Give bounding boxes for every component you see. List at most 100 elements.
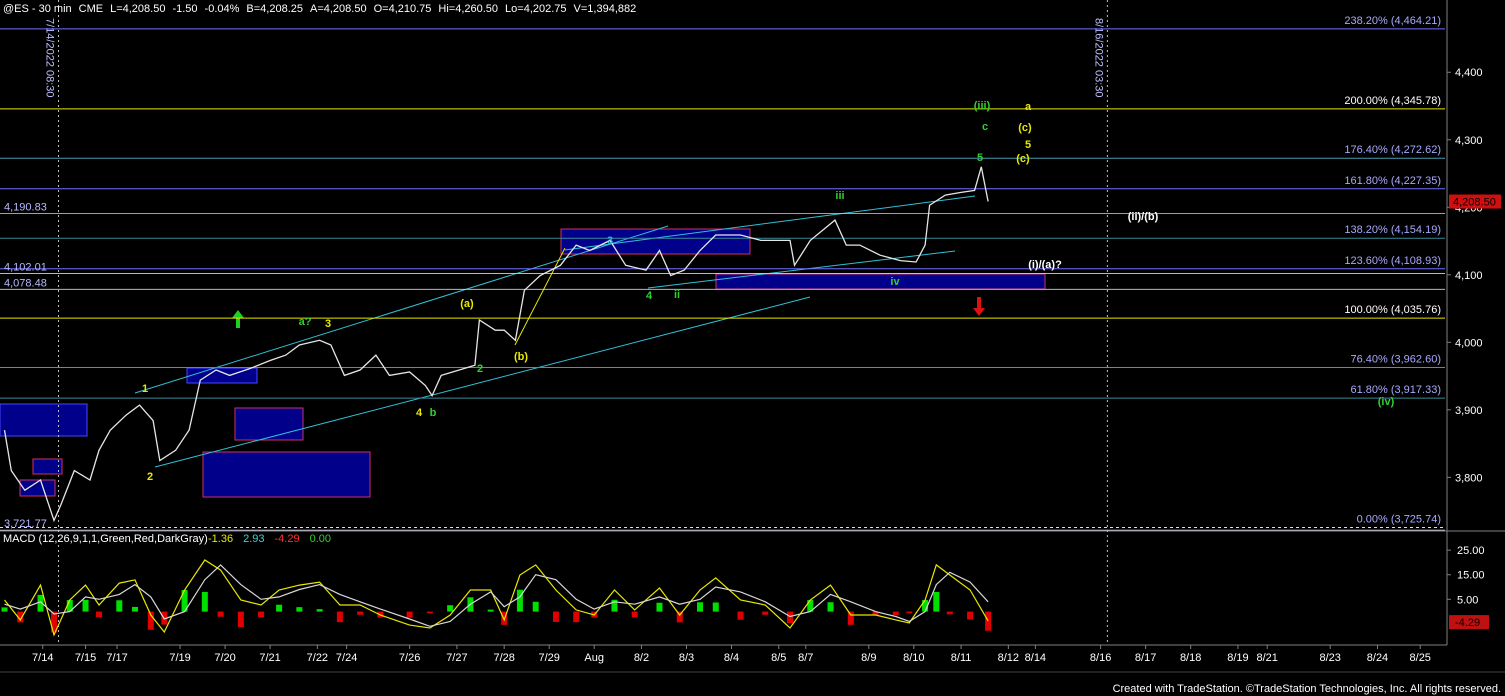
macd-histogram-bar <box>872 611 879 616</box>
x-tick-label: 8/12 <box>998 652 1019 664</box>
wave-label: 3 <box>607 235 613 247</box>
quote-field: V=1,394,882 <box>573 3 637 15</box>
wave-label: 4 <box>416 407 423 419</box>
macd-histogram-bar <box>51 611 58 633</box>
trend-channels <box>134 195 976 468</box>
macd-histogram-bar <box>762 611 769 615</box>
price-line <box>3 166 989 523</box>
wave-label: iv <box>890 276 900 288</box>
macd-histogram-bar <box>787 611 794 624</box>
wave-label: (b) <box>514 351 528 363</box>
quote-field: B=4,208.25 <box>246 3 303 15</box>
macd-y-tick-label: 15.00 <box>1457 570 1485 582</box>
fib-level-label: 100.00% (4,035.76) <box>1344 304 1441 316</box>
macd-histogram-bar <box>827 602 834 612</box>
fib-level-label: 161.80% (4,227.35) <box>1344 175 1441 187</box>
x-tick-label: 8/14 <box>1025 652 1046 664</box>
quote-field: Hi=4,260.50 <box>438 3 499 15</box>
macd-histogram-bar <box>807 600 814 612</box>
x-tick-label: 8/9 <box>861 652 876 664</box>
price-level-label: 3,721.77 <box>4 518 47 530</box>
macd-histogram-bar <box>258 611 265 618</box>
macd-histogram-bar <box>532 601 539 612</box>
x-tick-label: 8/10 <box>903 652 924 664</box>
x-tick-label: 8/19 <box>1227 652 1248 664</box>
x-tick-label: 8/16 <box>1090 652 1111 664</box>
wave-label: (c) <box>1016 153 1030 165</box>
macd-line <box>4 559 989 637</box>
x-tick-label: 8/23 <box>1319 652 1340 664</box>
zone-box <box>19 479 56 497</box>
quote-header: @ES - 30 min CME L=4,208.50 -1.50 -0.04% B=4,… <box>3 3 636 15</box>
wave-label: a <box>1025 101 1032 113</box>
macd-histogram-bar <box>316 609 323 612</box>
quote-field: @ES - 30 min <box>3 3 72 15</box>
macd-histogram-bar <box>737 611 744 620</box>
macd-histogram-bar <box>132 606 139 612</box>
macd-readout: 2.93 <box>243 533 264 545</box>
macd-histogram-bar <box>237 611 244 628</box>
wave-label: (a) <box>460 298 474 310</box>
y-tick-label: 4,000 <box>1455 337 1483 349</box>
macd-histogram-bar <box>933 591 940 612</box>
x-tick-label: 8/5 <box>771 652 786 664</box>
x-tick-label: 8/3 <box>679 652 694 664</box>
quote-field: O=4,210.75 <box>373 3 432 15</box>
macd-histogram-bar <box>82 599 89 612</box>
x-tick-label: 7/26 <box>399 652 420 664</box>
macd-histogram-bar <box>946 611 953 615</box>
x-tick-label: 8/25 <box>1410 652 1431 664</box>
quote-field: -0.04% <box>204 3 240 15</box>
y-tick-label: 4,300 <box>1455 135 1483 147</box>
macd-histogram-bar <box>276 604 283 612</box>
wave-label: ii <box>674 289 680 301</box>
last-price-box <box>1449 194 1501 209</box>
fib-level-label: 138.20% (4,154.19) <box>1344 224 1441 236</box>
x-tick-label: 7/29 <box>538 652 559 664</box>
wave-label: 5 <box>977 152 983 164</box>
y-tick-label: 3,800 <box>1455 472 1483 484</box>
y-tick-label: 4,100 <box>1455 270 1483 282</box>
macd-histogram-bar <box>676 611 683 623</box>
zone-box <box>715 273 1046 290</box>
x-tick-label: 7/24 <box>336 652 357 664</box>
trend-line <box>647 250 956 289</box>
macd-histogram-bar <box>336 611 343 623</box>
trend-line <box>514 247 566 346</box>
x-tick-label: 7/19 <box>169 652 190 664</box>
wave-label: 2 <box>147 471 153 483</box>
fib-level-label: 176.40% (4,272.62) <box>1344 144 1441 156</box>
wave-label: a? <box>299 316 312 328</box>
x-tick-label: 8/2 <box>634 652 649 664</box>
macd-histogram-bar <box>66 600 73 612</box>
quote-field: A=4,208.50 <box>310 3 367 15</box>
macd-readout: 0.00 <box>310 533 331 545</box>
macd-histogram-bar <box>116 600 123 612</box>
macd-histogram-bar <box>656 602 663 612</box>
zone-box <box>0 403 88 437</box>
x-tick-label: 7/15 <box>75 652 96 664</box>
quote-field: -1.50 <box>172 3 198 15</box>
macd-y-tick-label: 5.00 <box>1457 594 1478 606</box>
macd-histogram-bar <box>631 611 638 618</box>
trend-line <box>154 296 811 468</box>
macd-histogram-bar <box>426 611 433 614</box>
x-tick-label: 8/21 <box>1256 652 1277 664</box>
wave-label: 2 <box>477 363 483 375</box>
macd-histogram-bar <box>696 602 703 612</box>
x-tick-label: 7/20 <box>214 652 235 664</box>
fib-level-label: 123.60% (4,108.93) <box>1344 255 1441 267</box>
footer: Created with TradeStation. ©TradeStation… <box>1112 683 1501 695</box>
macd-histogram-bar <box>217 611 224 617</box>
x-tick-label: 8/4 <box>724 652 739 664</box>
macd-histogram-bar <box>712 602 719 612</box>
wave-label: (c) <box>1018 122 1032 134</box>
up-arrow <box>232 310 244 328</box>
fib-level-label: 61.80% (3,917.33) <box>1350 384 1441 396</box>
x-tick-label: 8/7 <box>798 652 813 664</box>
macd-histogram-bar <box>1 607 8 612</box>
macd-histogram-bar <box>406 611 413 618</box>
x-tick-label: 7/21 <box>259 652 280 664</box>
macd-readout: -1.36 <box>208 533 233 545</box>
